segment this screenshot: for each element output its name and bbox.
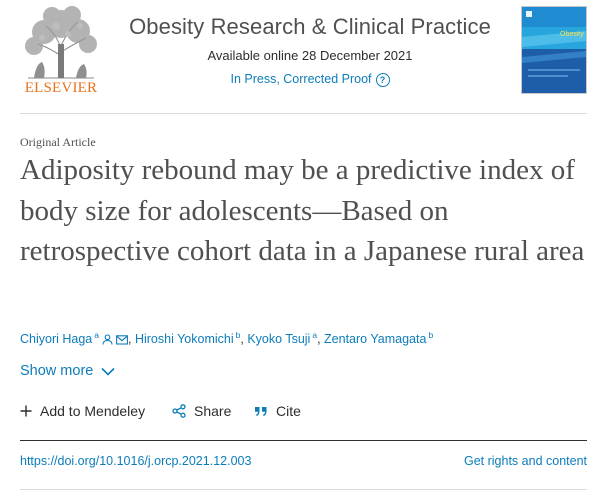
author-link[interactable]: Kyoko Tsuji [247,332,311,346]
get-rights-link[interactable]: Get rights and content [464,454,587,468]
elsevier-wordmark: ELSEVIER [24,80,98,96]
show-more-button[interactable]: Show more [20,363,115,379]
chevron-down-icon[interactable] [101,367,115,376]
doi-link[interactable]: https://doi.org/10.1016/j.orcp.2021.12.0… [20,454,252,468]
share-button[interactable]: Share [172,403,231,419]
author-affiliation[interactable]: a [94,330,99,340]
person-icon[interactable] [102,334,113,345]
cover-title: Obesity [560,31,584,38]
journal-title[interactable]: Obesity Research & Clinical Practice [129,14,491,39]
cite-button[interactable]: Cite [254,403,301,419]
envelope-icon[interactable] [116,334,128,345]
add-to-mendeley-label[interactable]: Add to Mendeley [40,403,146,419]
author-affiliation[interactable]: b [428,330,434,340]
article-header: ELSEVIER Obesity Research & Clinical Pra… [0,0,604,112]
author-link[interactable]: Chiyori Haga [20,332,93,346]
share-icon [172,404,186,418]
share-label[interactable]: Share [194,403,232,419]
cover-image [522,7,586,93]
article-type: Original Article [20,135,96,149]
article-status[interactable]: In Press, Corrected Proof? [120,72,500,87]
question-circle-icon[interactable]: ? [375,72,390,87]
footer-divider [20,489,587,490]
article-title: Adiposity rebound may be a predictive in… [20,154,585,267]
show-more-label[interactable]: Show more [20,363,94,379]
elsevier-logo[interactable]: ELSEVIER [20,4,102,96]
author-affiliation[interactable]: b [235,330,241,340]
author-affiliation[interactable]: a [312,330,318,340]
plus-icon [20,405,32,417]
availability-date: Available online 28 December 2021 [207,48,413,63]
journal-cover[interactable]: Obesity [521,6,587,94]
author-separator: , [128,332,132,346]
cite-label[interactable]: Cite [276,403,301,419]
tree-icon [25,6,97,79]
header-divider [20,113,587,114]
author-link[interactable]: Hiroshi Yokomichi [134,332,234,346]
author-separator: , [317,332,321,346]
add-to-mendeley-button[interactable]: Add to Mendeley [20,403,145,419]
actions-divider [20,440,587,441]
quote-icon [255,407,267,416]
article-status-label[interactable]: In Press, Corrected Proof [230,72,372,86]
author-list: Chiyori Haga a, Hiroshi Yokomichi b, Kyoko… [20,330,433,346]
author-separator: , [240,332,244,346]
author-link[interactable]: Zentaro Yamagata [324,332,427,346]
